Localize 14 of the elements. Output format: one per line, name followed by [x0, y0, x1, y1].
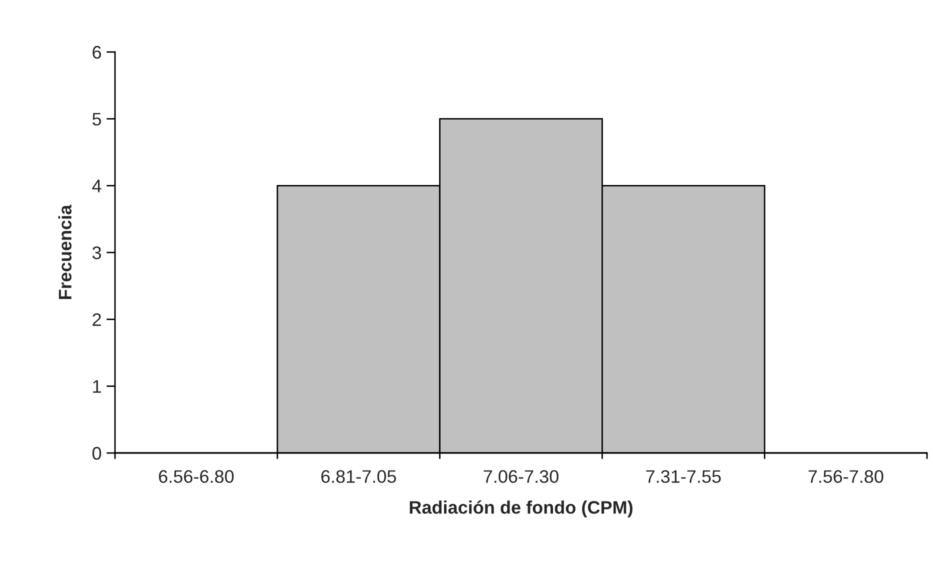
x-tick-label: 7.56-7.80 — [808, 470, 884, 483]
x-tick-label: 6.56-6.80 — [158, 470, 234, 483]
y-tick-label: 3 — [92, 246, 102, 260]
y-tick-label: 6 — [92, 46, 102, 59]
y-tick-label: 2 — [92, 313, 101, 326]
x-axis-title: Radiación de fondo (CPM) — [410, 500, 632, 518]
y-tick-label: 4 — [92, 180, 102, 192]
y-tick-label: 5 — [92, 112, 102, 126]
x-tick-label: 7.31-7.55 — [646, 470, 721, 483]
y-axis-title: Frecuencia — [58, 204, 72, 299]
y-tick-label: 1 — [93, 380, 101, 393]
y-tick-label: 0 — [92, 446, 102, 460]
x-tick-label: 7.06-7.30 — [484, 470, 558, 483]
x-tick-label: 6.81-7.05 — [321, 470, 396, 483]
